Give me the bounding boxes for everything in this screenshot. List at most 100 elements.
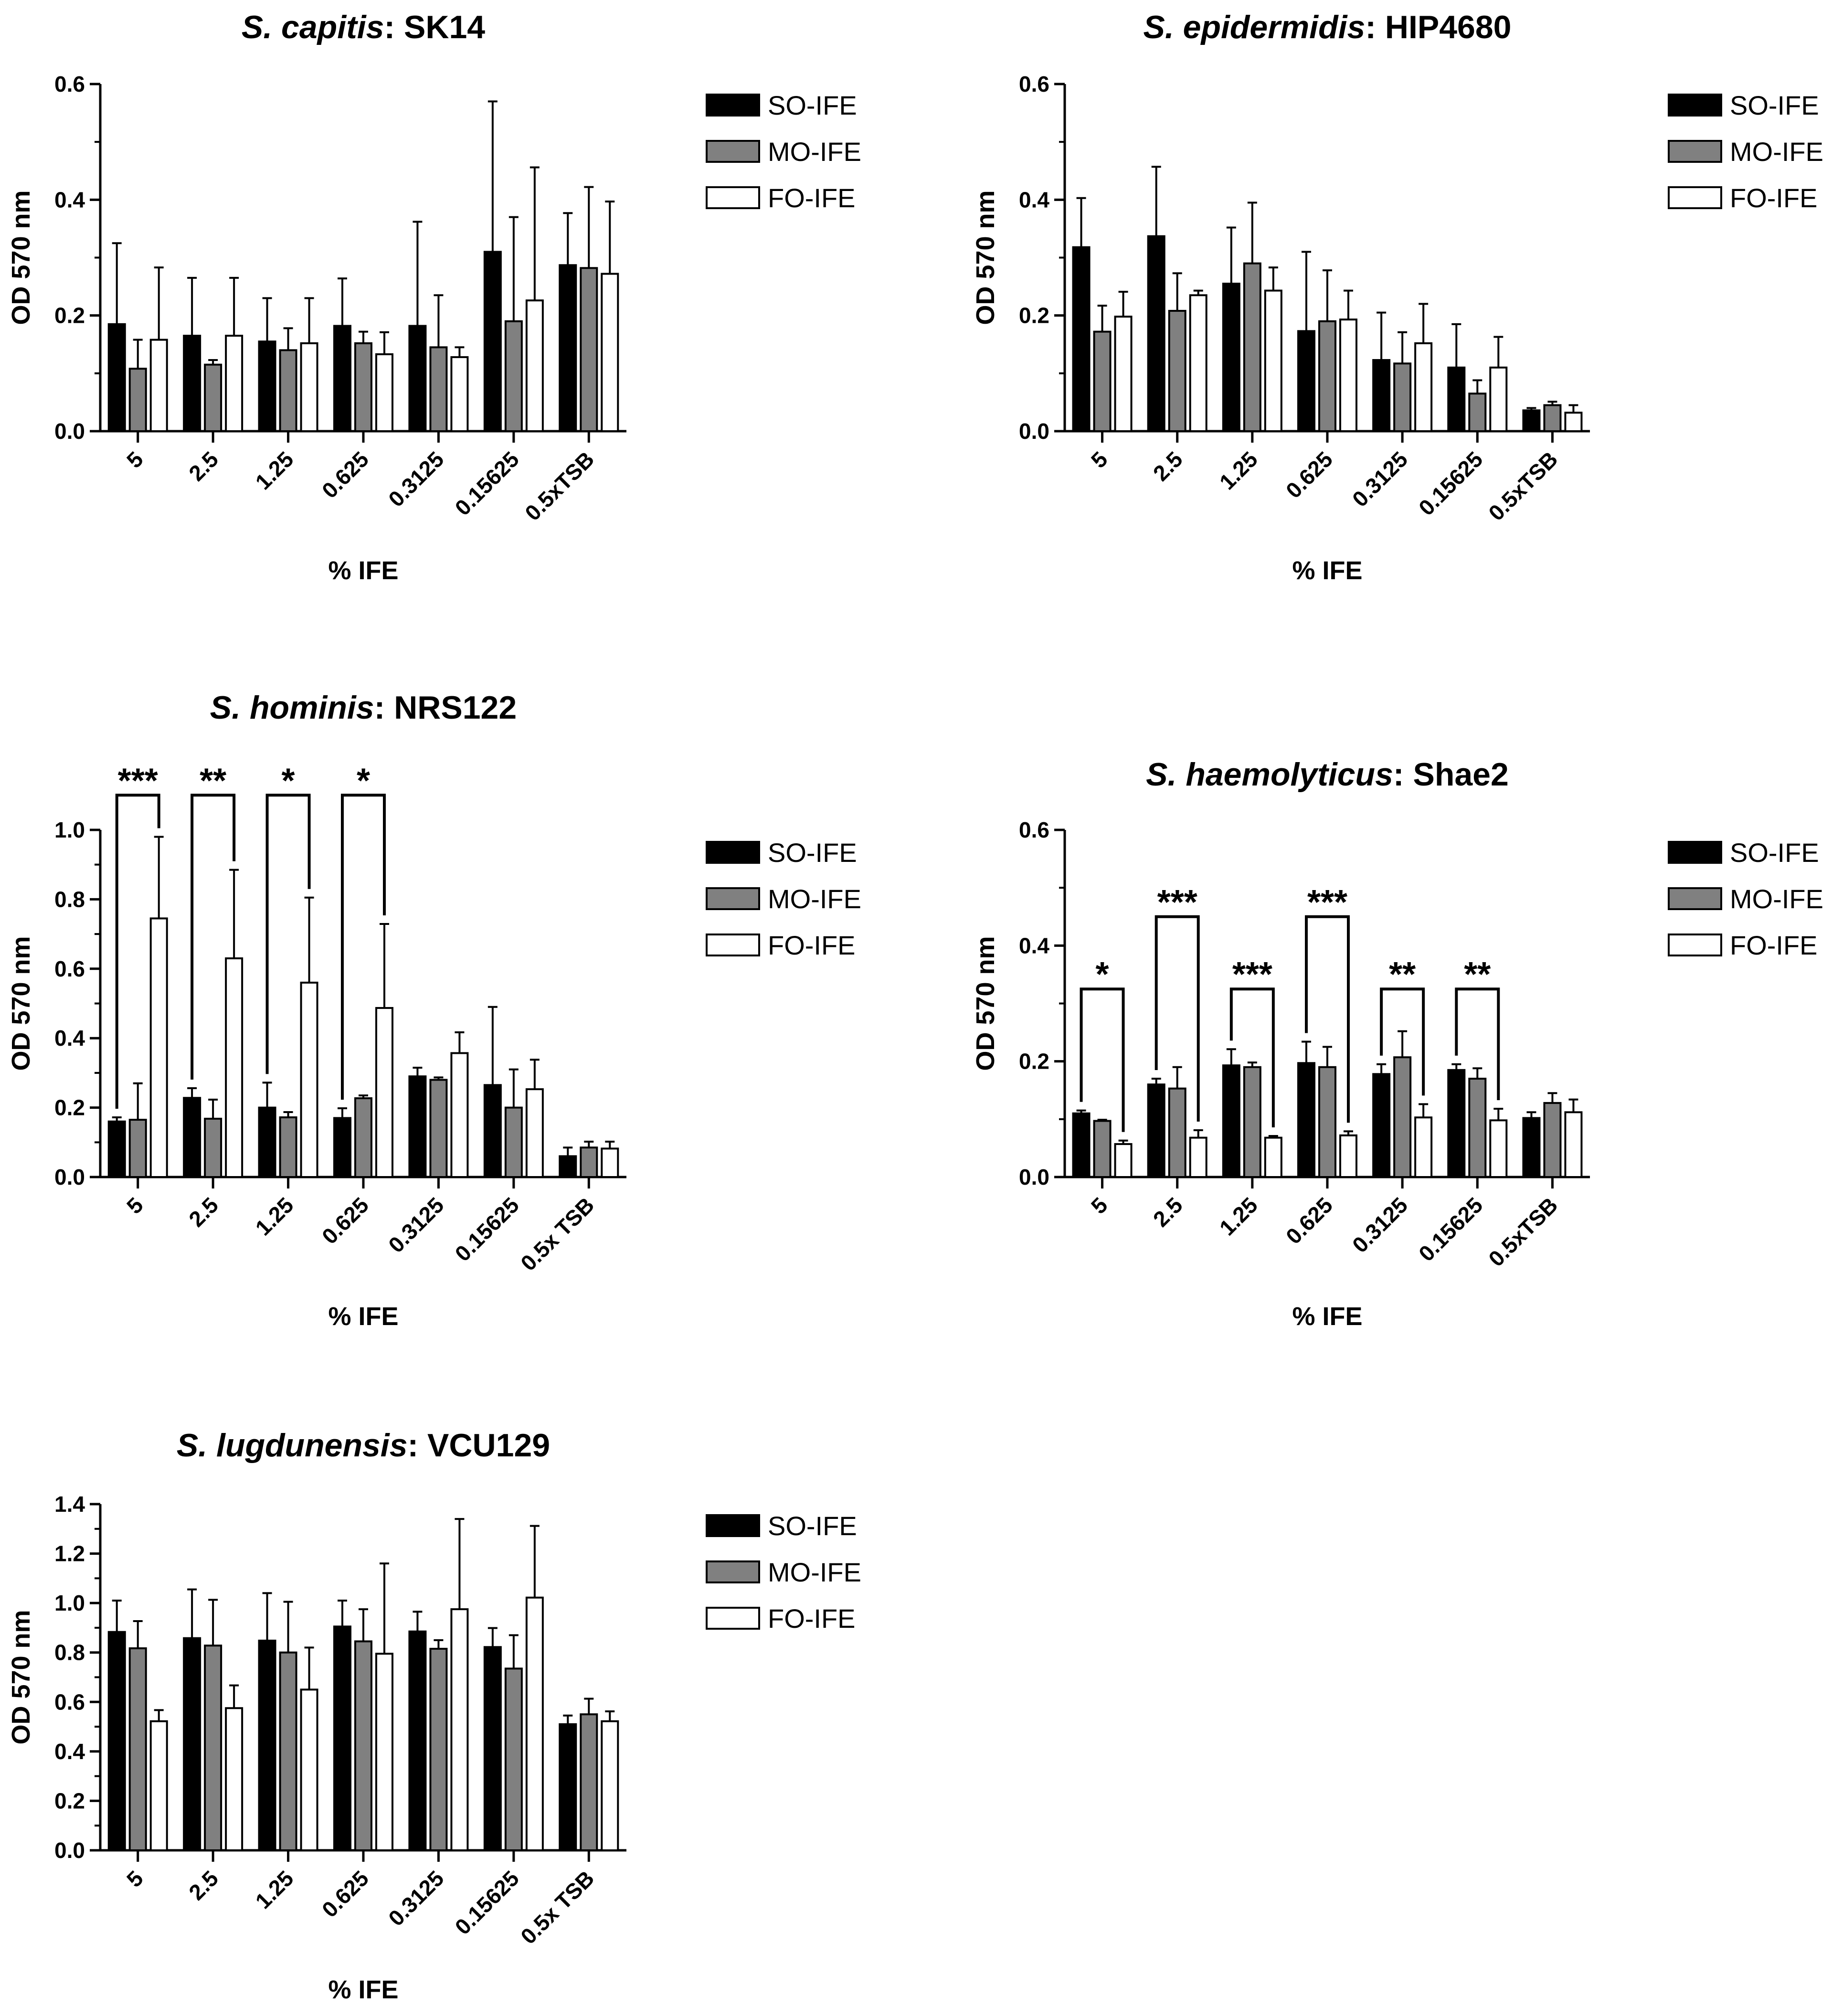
significance-bracket [341,794,386,1100]
bar-so-ife [333,325,351,433]
bar-mo-ife [429,346,448,433]
legend-label: SO-IFE [1730,90,1819,120]
x-tick-label: 5 [1086,446,1112,473]
y-tick-label: 1.0 [54,817,85,842]
bar-fo-ife [300,981,318,1178]
chart-title: S. epidermidis: HIP4680 [1144,9,1512,45]
bar-so-ife [408,1630,427,1852]
bar-fo-ife [1189,1136,1207,1178]
x-tick-label: 2.5 [1148,1192,1187,1231]
bar-so-ife [559,1155,577,1178]
chart-panel-2: S. epidermidis: HIP4680 0.0 0.2 0.4 0.6 OD 57… [971,9,1823,585]
x-tick-label: 0.3125 [1347,1192,1412,1257]
x-tick-label: 1.25 [1215,1192,1262,1240]
y-tick-label: 0.4 [1019,187,1049,212]
y-tick-label: 0.2 [1019,1049,1049,1074]
bar-so-ife [183,335,201,433]
legend-label: SO-IFE [768,838,857,868]
legend-swatch-mo-ife [706,1560,760,1583]
x-axis-label: % IFE [328,1302,398,1331]
bar-fo-ife [525,1088,544,1178]
bar-fo-ife [1339,1134,1357,1178]
bar-mo-ife [504,320,523,432]
chart-title-strain: : VCU129 [408,1427,551,1464]
bar-mo-ife [204,1117,222,1178]
bar-mo-ife [1093,330,1112,432]
bar-so-ife [408,1075,427,1178]
bar-mo-ife [1093,1120,1112,1178]
bar-fo-ife [1114,1143,1133,1178]
bar-mo-ife [1468,393,1487,432]
legend-swatch-mo-ife [1668,140,1722,163]
bar-fo-ife [1264,289,1282,432]
x-tick-label: 0.5x TSB [516,1866,599,1949]
bar-mo-ife [354,342,372,432]
bar-fo-ife [1264,1136,1282,1178]
bar-mo-ife [1318,1066,1336,1178]
legend-swatch-mo-ife [706,140,760,163]
bar-so-ife [333,1625,351,1852]
bar-so-ife [258,1639,276,1852]
bar-so-ife [107,323,126,433]
bar-mo-ife [204,363,222,432]
bar-mo-ife [128,1647,147,1851]
legend-swatch-so-ife [706,94,760,117]
chart-title-species: S. hominis [210,690,374,726]
bar-so-ife [183,1097,201,1178]
bar-so-ife [1447,1069,1466,1178]
legend-swatch-fo-ife [1668,186,1722,209]
y-tick-label: 1.2 [54,1541,85,1566]
bar-so-ife [1222,283,1240,433]
x-tick-label: 0.5xTSB [520,446,599,525]
chart-panel-5: S. lugdunensis: VCU129 0.0 0.2 0.4 0.6 0.8 1.0… [7,1427,861,2004]
significance-bracket [1154,915,1200,1122]
significance-label: *** [1232,955,1272,994]
significance-label: *** [1307,883,1347,922]
y-tick-label: 0.0 [54,419,85,444]
legend-label: MO-IFE [768,1557,861,1587]
bar-fo-ife [450,1608,469,1852]
x-tick-label: 0.3125 [1347,446,1412,511]
bar-fo-ife [225,335,244,433]
bar-so-ife [559,264,577,432]
bar-fo-ife [1564,1111,1583,1178]
y-tick-label: 0.4 [54,1026,85,1050]
bar-fo-ife [601,273,619,433]
y-axis-label: OD 570 nm [7,1610,35,1744]
bar-so-ife [1372,359,1391,433]
significance-bracket [1305,915,1350,1123]
legend-label: FO-IFE [1730,183,1818,213]
significance-label: ** [1464,955,1491,994]
legend-label: FO-IFE [768,930,856,960]
bar-so-ife [333,1117,351,1178]
bar-mo-ife [1168,1087,1186,1178]
bar-fo-ife [149,917,168,1178]
x-tick-label: 0.3125 [383,1192,448,1257]
bar-so-ife [483,251,502,433]
bar-fo-ife [225,957,244,1178]
bar-fo-ife [1414,1116,1433,1178]
x-tick-label: 5 [122,1866,148,1892]
chart-title: S. hominis: NRS122 [210,690,517,726]
legend-swatch-so-ife [706,841,760,864]
x-tick-label: 5 [122,1192,148,1219]
bar-fo-ife [149,1720,168,1851]
bar-fo-ife [149,339,168,432]
y-axis-label: OD 570 nm [971,190,1000,325]
chart-title: S. haemolyticus: Shae2 [1146,756,1509,793]
y-tick-label: 0.4 [1019,933,1049,958]
chart-title-strain: : Shae2 [1393,756,1509,793]
bar-fo-ife [525,299,544,432]
y-tick-label: 0.2 [54,1788,85,1813]
bar-so-ife [1147,235,1165,432]
x-axis-label: % IFE [1292,1302,1362,1331]
bar-fo-ife [1114,316,1133,433]
bar-mo-ife [580,267,598,432]
bar-so-ife [559,1723,577,1851]
x-tick-label: 0.15625 [450,1192,524,1266]
legend-label: MO-IFE [768,884,861,914]
significance-label: *** [1157,883,1197,922]
significance-bracket [1229,987,1275,1127]
bar-fo-ife [525,1596,544,1851]
